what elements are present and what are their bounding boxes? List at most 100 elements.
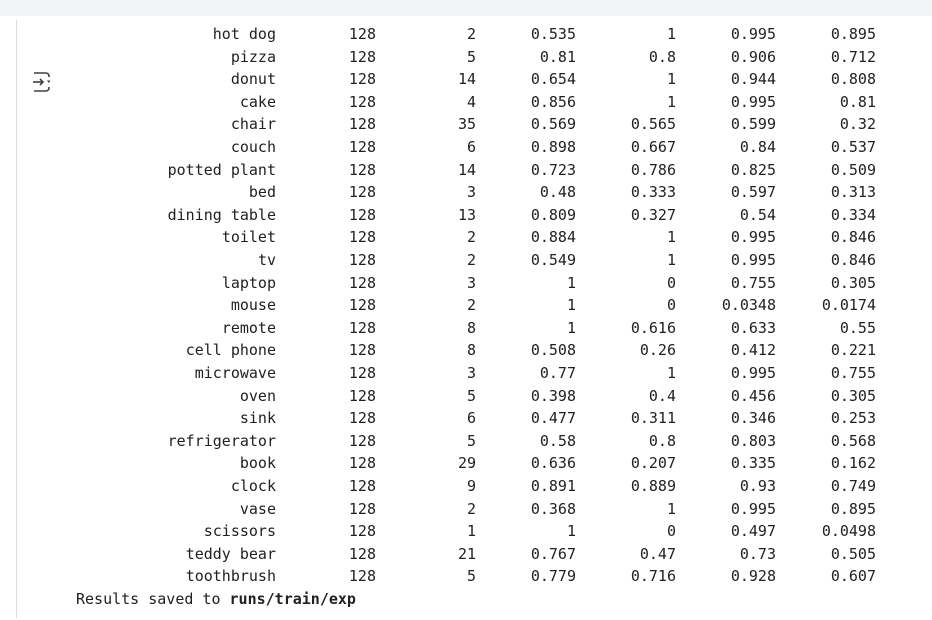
table-row: laptop 128 3 1 0 0.755 0.305 (0, 272, 932, 294)
precision-value: 1 (566, 296, 576, 315)
table-row: couch 128 6 0.898 0.667 0.84 0.537 (0, 136, 932, 158)
recall-value: 1 (666, 228, 676, 247)
recall-value: 1 (666, 25, 676, 43)
precision-value: 0.398 (530, 386, 576, 405)
map50-95-value: 0.305 (830, 386, 876, 405)
precision-value: 0.58 (539, 431, 576, 450)
class-name: cell phone (185, 341, 276, 360)
table-row: microwave 128 3 0.77 1 0.995 0.755 (0, 362, 932, 384)
map50-95-value: 0.509 (830, 160, 876, 179)
cell-gutter-line (16, 20, 17, 618)
instances-count: 3 (466, 273, 476, 292)
recall-value: 1 (666, 92, 676, 111)
recall-value: 0.327 (630, 205, 676, 224)
map50-95-value: 0.895 (830, 25, 876, 43)
class-name: sink (239, 409, 276, 428)
images-count: 128 (348, 160, 376, 179)
table-row: book 128 29 0.636 0.207 0.335 0.162 (0, 452, 932, 474)
class-name: laptop (221, 273, 276, 292)
instances-count: 35 (457, 115, 476, 134)
class-name: couch (230, 138, 276, 156)
instances-count: 9 (466, 477, 476, 495)
footer-prefix: Results saved to (76, 590, 230, 608)
table-row: teddy bear 128 21 0.767 0.47 0.73 0.505 (0, 543, 932, 565)
map50-95-value: 0.334 (830, 205, 876, 224)
recall-value: 1 (666, 251, 676, 269)
class-name: toothbrush (185, 567, 276, 586)
precision-value: 0.856 (530, 92, 576, 111)
recall-value: 0.616 (630, 318, 676, 337)
map50-95-value: 0.808 (830, 70, 876, 89)
table-row: remote 128 8 1 0.616 0.633 0.55 (0, 317, 932, 339)
map50-value: 0.346 (730, 409, 776, 428)
recall-value: 0 (666, 522, 676, 541)
instances-count: 2 (466, 25, 476, 43)
map50-value: 0.456 (730, 386, 776, 405)
recall-value: 0.8 (648, 431, 676, 450)
map50-value: 0.995 (730, 228, 776, 247)
instances-count: 5 (466, 386, 476, 405)
map50-95-value: 0.712 (830, 47, 876, 66)
images-count: 128 (348, 544, 376, 563)
instances-count: 13 (457, 205, 476, 224)
map50-95-value: 0.846 (830, 251, 876, 269)
instances-count: 3 (466, 364, 476, 382)
class-name: scissors (203, 522, 276, 541)
table-row: dining table 128 13 0.809 0.327 0.54 0.334 (0, 204, 932, 226)
table-row: toothbrush 128 5 0.779 0.716 0.928 0.607 (0, 565, 932, 587)
images-count: 128 (348, 341, 376, 360)
images-count: 128 (348, 115, 376, 134)
class-name: clock (230, 477, 276, 495)
instances-count: 8 (466, 318, 476, 337)
map50-95-value: 0.607 (830, 567, 876, 586)
map50-value: 0.412 (730, 341, 776, 360)
images-count: 128 (348, 70, 376, 89)
map50-value: 0.0348 (721, 296, 776, 315)
precision-value: 0.898 (530, 138, 576, 156)
class-name: teddy bear (185, 544, 276, 563)
instances-count: 29 (457, 454, 476, 473)
instances-count: 8 (466, 341, 476, 360)
images-count: 128 (348, 228, 376, 247)
table-row: oven 128 5 0.398 0.4 0.456 0.305 (0, 385, 932, 407)
class-name: microwave (194, 364, 276, 382)
class-name: book (239, 454, 276, 473)
precision-value: 0.569 (530, 115, 576, 134)
class-name: dining table (167, 205, 276, 224)
precision-value: 0.809 (530, 205, 576, 224)
output-toggle-icon[interactable] (29, 68, 55, 96)
recall-value: 0.565 (630, 115, 676, 134)
class-name: remote (221, 318, 276, 337)
precision-value: 0.767 (530, 544, 576, 563)
recall-value: 0.333 (630, 183, 676, 202)
map50-value: 0.93 (739, 477, 776, 495)
table-row: cell phone 128 8 0.508 0.26 0.412 0.221 (0, 339, 932, 361)
images-count: 128 (348, 205, 376, 224)
map50-95-value: 0.537 (830, 138, 876, 156)
class-name: potted plant (167, 160, 276, 179)
table-row: cake 128 4 0.856 1 0.995 0.81 (0, 91, 932, 113)
table-row: mouse 128 2 1 0 0.0348 0.0174 (0, 294, 932, 316)
images-count: 128 (348, 567, 376, 586)
map50-value: 0.995 (730, 25, 776, 43)
instances-count: 14 (457, 70, 476, 89)
table-row: vase 128 2 0.368 1 0.995 0.895 (0, 498, 932, 520)
class-name: refrigerator (167, 431, 276, 450)
images-count: 128 (348, 25, 376, 43)
precision-value: 0.723 (530, 160, 576, 179)
recall-value: 0.667 (630, 138, 676, 156)
map50-value: 0.84 (739, 138, 776, 156)
images-count: 128 (348, 431, 376, 450)
recall-value: 0.4 (648, 386, 676, 405)
top-bar (0, 0, 932, 16)
class-name: cake (239, 92, 276, 111)
instances-count: 5 (466, 47, 476, 66)
precision-value: 1 (566, 522, 576, 541)
table-row: refrigerator 128 5 0.58 0.8 0.803 0.568 (0, 430, 932, 452)
map50-value: 0.928 (730, 567, 776, 586)
recall-value: 1 (666, 364, 676, 382)
map50-95-value: 0.253 (830, 409, 876, 428)
map50-value: 0.995 (730, 92, 776, 111)
recall-value: 0.716 (630, 567, 676, 586)
